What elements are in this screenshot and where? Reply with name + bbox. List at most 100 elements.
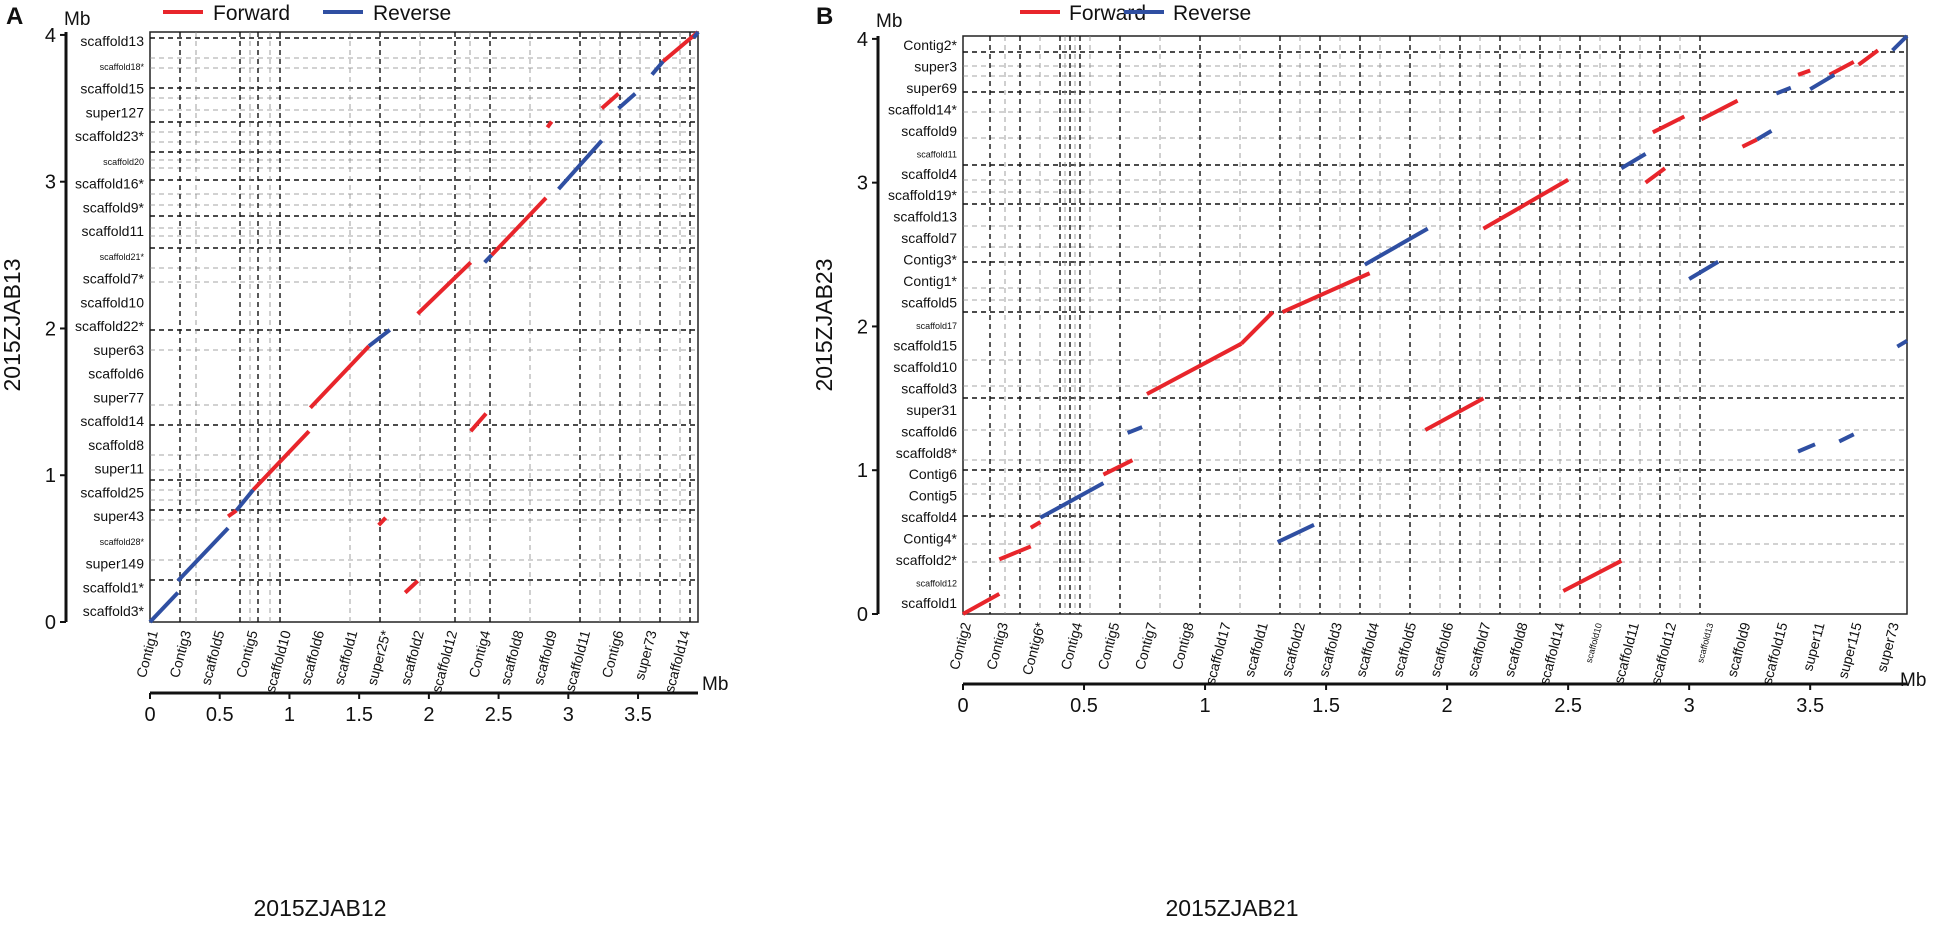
y-tick-label: 2 [857,316,868,338]
y-contig-label: scaffold3 [901,380,957,396]
forward-alignment [1029,520,1042,530]
reverse-alignment [1126,425,1143,435]
panel-letter-b: B [816,3,833,30]
y-contig-label: scaffold15 [80,81,144,97]
forward-alignment [1828,60,1855,77]
y-contig-label: scaffold5 [901,295,957,311]
x-contig-label: super11 [1799,620,1827,672]
x-contig-label: Contig2 [946,620,974,671]
forward-alignment [1857,48,1880,67]
y-contig-label: scaffold10 [80,294,144,310]
y-tick-label: 3 [857,173,868,195]
x-contig-label: scaffold4 [1352,620,1382,678]
forward-alignment [251,429,311,492]
y-contig-label: super63 [93,342,144,358]
x-tick-label: 0.5 [1070,695,1098,717]
y-contig-label: scaffold20 [103,157,144,167]
forward-alignment [1281,271,1371,314]
x-contig-label: Contig3 [983,620,1011,671]
y-contig-label: scaffold8 [88,437,144,453]
y-contig-label: scaffold28* [100,537,145,547]
x-contig-label: scaffold11 [562,628,594,693]
y-contig-label: scaffold10 [893,359,957,375]
y-contig-label: scaffold4 [901,509,957,525]
reverse-alignment [1775,85,1792,96]
x-tick-label: 3 [1684,695,1695,717]
forward-alignment [1797,68,1811,77]
legend-reverse-label: Reverse [373,2,451,25]
forward-alignment [1562,559,1623,593]
reverse-alignment [1809,73,1836,91]
x-contig-label: Contig4 [465,628,493,679]
y-contig-label: scaffold3* [83,603,145,619]
y-contig-label: scaffold12 [916,579,957,589]
x-contig-label: scaffold10 [262,628,294,694]
y-contig-label: scaffold1 [901,595,957,611]
y-contig-label: scaffold14* [888,101,958,117]
x-tick-label: 1 [1199,695,1210,717]
forward-alignment [1146,341,1243,396]
reverse-alignment [483,253,494,264]
y-contig-label: super127 [86,104,145,120]
x-contig-label: scaffold1 [1241,620,1271,678]
x-contig-label: scaffold8 [497,628,527,686]
y-contig-label: Contig4* [903,531,957,547]
y-contig-label: scaffold2* [896,552,958,568]
reverse-alignment [692,30,700,40]
y-contig-label: scaffold22* [75,318,145,334]
x-contig-label: Contig5 [1094,620,1122,671]
plot-frame [149,31,699,623]
y-unit-b: Mb [876,11,902,32]
y-contig-label: scaffold13 [893,209,957,225]
reverse-alignment [1620,152,1647,170]
forward-alignment [377,516,388,527]
x-tick-label: 2 [423,704,434,726]
forward-alignment [600,92,620,110]
x-tick-label: 2.5 [1554,695,1582,717]
reverse-alignment [1891,34,1909,52]
forward-alignment [1102,458,1134,477]
reverse-alignment [1797,442,1816,454]
x-contig-label: Contig6 [598,628,626,679]
forward-alignment [998,544,1032,562]
legend-forward-label: Forward [1069,2,1146,25]
legend-b: Forward Reverse [1020,2,1251,25]
x-unit-a: Mb [702,674,728,695]
x-tick-label: 0 [144,704,155,726]
x-contig-label: super73 [631,628,660,681]
y-contig-label: scaffold21* [100,252,145,262]
x-contig-label: super25* [364,628,394,687]
y-contig-label: scaffold7* [83,271,145,287]
panel-a-plot: 0 1 2 3 4 0 0.5 1 1.5 2 2.5 3 3.5 scaffold13 scaffold1… [45,25,700,726]
y-contig-label: super77 [93,389,144,405]
y-tick-label: 1 [45,465,56,487]
x-contig-label: Contig5 [233,628,261,679]
y-tick-label: 1 [857,460,868,482]
forward-alignment [1424,396,1485,432]
forward-alignment [1651,114,1686,135]
y-contig-label: scaffold17 [916,321,957,331]
reverse-alignment [617,92,637,110]
y-tick-label: 0 [45,612,56,634]
x-tick-label: 2 [1442,695,1453,717]
forward-alignment [1482,178,1570,231]
x-tick-label: 3 [563,704,574,726]
x-contig-label: scaffold14 [1536,620,1568,686]
y-contig-label: super11 [94,461,144,477]
y-contig-label: super43 [93,508,144,524]
y-contig-label: Contig2* [903,37,957,53]
y-contig-label: scaffold13 [80,33,144,49]
y-axis-title-b: 2015ZJAB23 [811,259,837,392]
x-contig-label: scaffold17 [1202,620,1234,686]
x-contig-label: scaffold2 [397,628,427,686]
reverse-alignment [148,591,180,624]
y-contig-label: scaffold1* [83,579,145,595]
reverse-alignment [1363,226,1429,267]
y-contig-label: scaffold7 [901,230,957,246]
y-contig-label: scaffold9 [901,123,957,139]
x-contig-label: scaffold3 [1315,620,1345,678]
x-contig-label: super73 [1873,620,1902,673]
x-tick-label: 0.5 [206,704,234,726]
x-contig-label: scaffold8 [1501,620,1531,678]
